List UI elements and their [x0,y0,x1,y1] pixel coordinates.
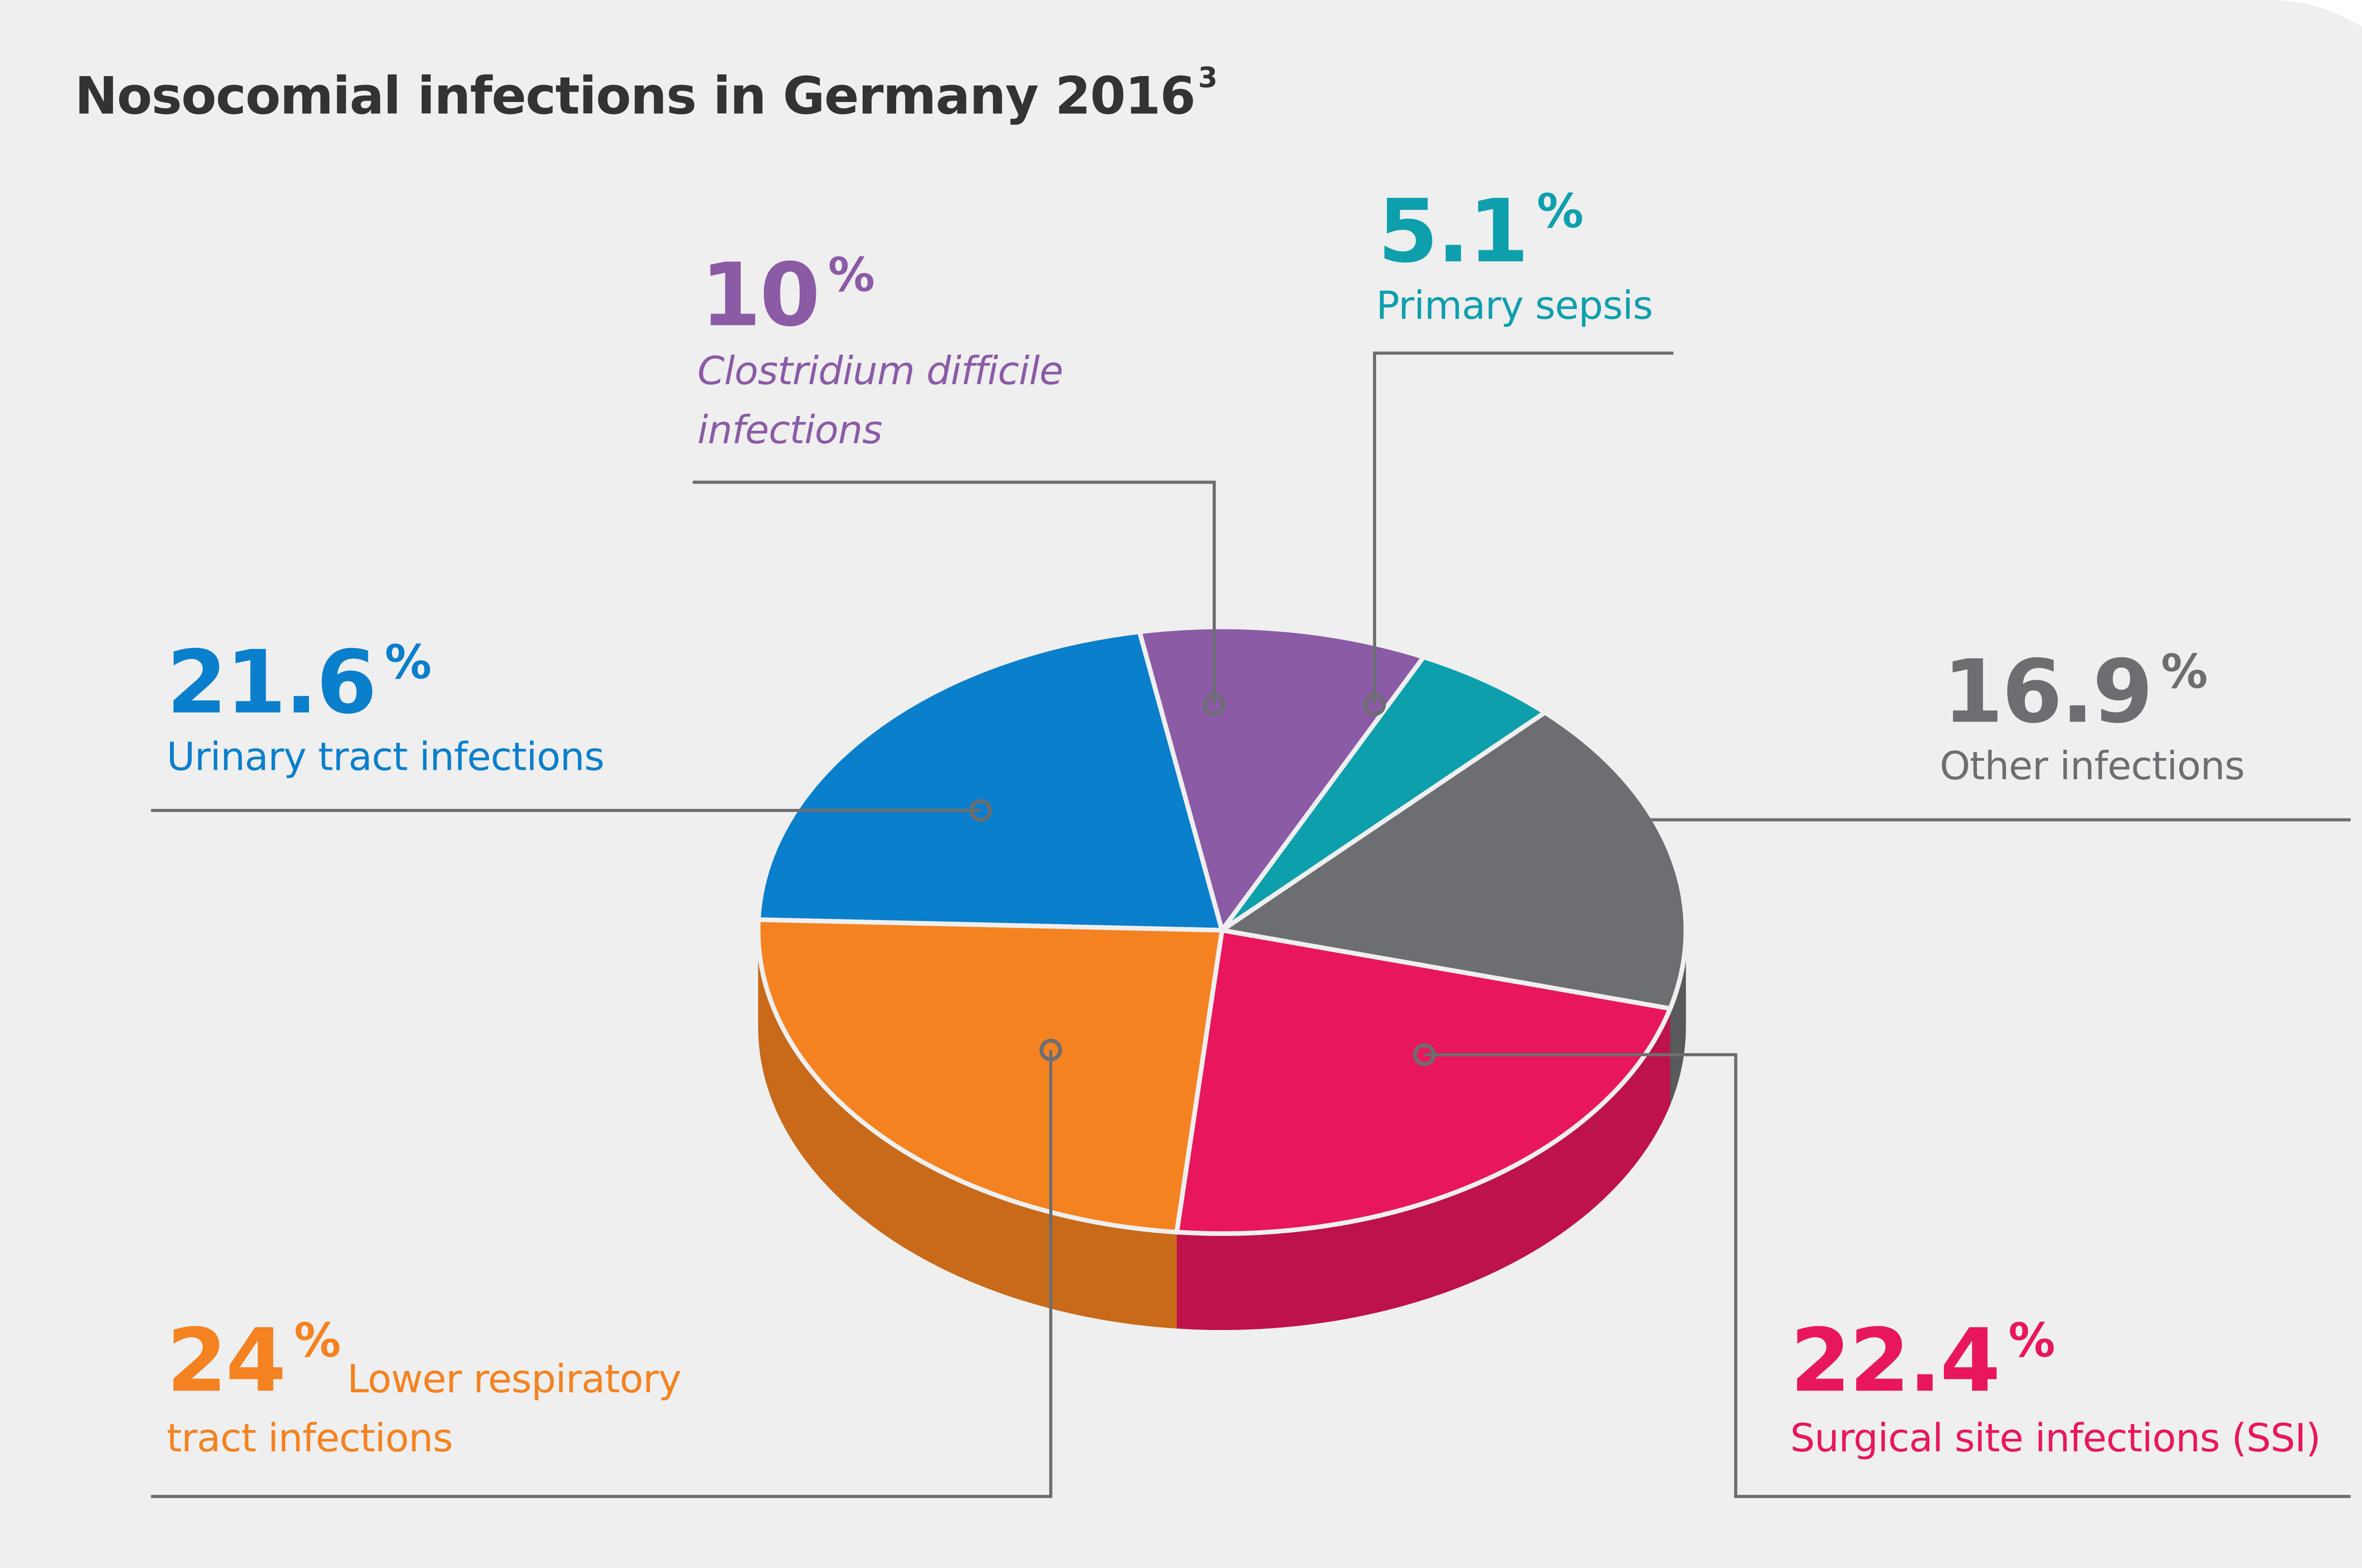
pie-side-shade [758,930,1177,1329]
value-unit: % [1537,185,1583,240]
leader-dot [1203,693,1226,716]
pie-slice [755,917,1225,1235]
category-label: Surgical site infections (SSI) [1790,1415,2321,1461]
value-unit: % [385,636,432,691]
pie-side-shade [1176,1008,1670,1330]
category-label: Urinary tract infections [166,734,605,780]
value-unit: % [294,1314,341,1369]
leader-line [1373,351,1674,705]
leader-dot [1413,1043,1436,1066]
pie-slice [1136,624,1428,936]
leader-line [693,480,1216,705]
value-number: 21.6 [166,633,377,734]
title-superscript: 3 [1198,62,1217,95]
leader-line [151,1050,1053,1498]
category-label: Clostridium difficile infections [697,348,1063,453]
chart-title-block: Nosocomial infections in Germany 2016 3 [75,62,1217,126]
value-unit: % [828,248,875,304]
value-number: 16.9 [1943,642,2153,744]
value-label: 24% [167,1318,341,1406]
value-number: 10 [700,246,821,347]
leader-dot [1478,808,1501,831]
category-label: Lower respiratory tract infections [166,1356,682,1461]
value-number: 5.1 [1378,182,1529,283]
category-label: Other infections [1939,743,2245,789]
pie-slice-side [758,930,1177,1329]
value-label: 10% [701,253,875,341]
pie-slice-side [1176,1008,1670,1330]
pie-slice [756,629,1225,933]
pie-slice [1215,709,1688,1011]
value-number: 24 [166,1311,287,1413]
value-unit: % [2161,645,2208,700]
leader-dot [1039,1039,1062,1062]
leader-dot [969,799,992,822]
value-label: 5.1% [1378,189,1583,277]
value-number: 22.4 [1790,1311,2001,1413]
value-unit: % [2008,1314,2055,1369]
category-label: Primary sepsis [1376,283,1653,328]
pie-slice [1174,927,1674,1236]
pie-slice [1220,654,1549,932]
value-label: 22.4% [1790,1318,2055,1406]
leader-line [1424,1053,2351,1498]
chart-title: Nosocomial infections in Germany 2016 [75,65,1196,126]
value-label: 16.9% [1943,649,2208,737]
leader-dot [1363,693,1386,716]
value-label: 21.6% [167,640,432,728]
